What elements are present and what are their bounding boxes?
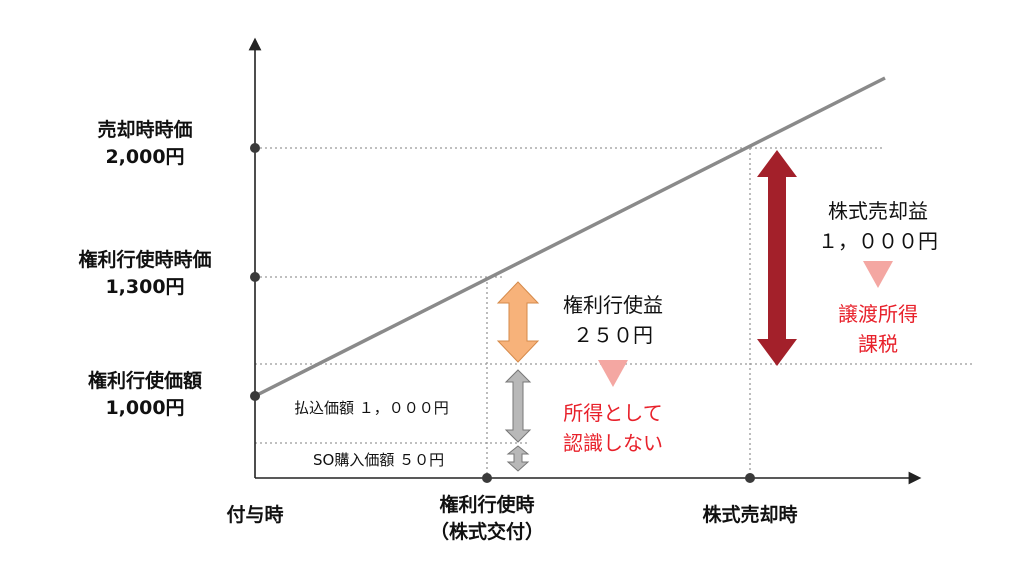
- paid-amount-arrow: [504, 369, 532, 443]
- sale-gain-arrow: [757, 150, 797, 366]
- y-label-exercise-price: 権利行使時時価 1,300円: [45, 247, 245, 301]
- y-label-exercise-price-value: 1,300円: [105, 276, 185, 298]
- exercise-gain-value: ２５０円: [573, 323, 653, 347]
- exercise-gain-title: 権利行使益: [563, 293, 663, 317]
- sale-gain-title: 株式売却益: [828, 199, 928, 223]
- y-dot-strike-price: [250, 391, 260, 401]
- x-label-exercise-title: 権利行使時: [439, 494, 535, 516]
- x-label-sale: 株式売却時: [702, 504, 798, 526]
- y-label-sale-price-value: 2,000円: [105, 146, 185, 168]
- exercise-gain-note: 権利行使益 ２５０円: [513, 290, 713, 350]
- y-label-strike-price-value: 1,000円: [105, 397, 185, 419]
- tax-note: 譲渡所得 課税: [778, 299, 978, 359]
- y-dot-exercise-price: [250, 272, 260, 282]
- y-label-sale-price-title: 売却時時価: [97, 119, 193, 141]
- x-label-grant: 付与時: [226, 504, 284, 526]
- sale-gain-value: １，０００円: [818, 229, 938, 253]
- x-label-exercise: 権利行使時 （株式交付）: [377, 492, 597, 546]
- y-label-strike-price: 権利行使価額 1,000円: [45, 368, 245, 422]
- tax-line2: 課税: [858, 332, 898, 356]
- exercise-gain-arrow: [496, 281, 540, 363]
- sale-gain-triangle: [863, 261, 893, 288]
- tax-line1: 譲渡所得: [838, 302, 918, 326]
- y-label-sale-price: 売却時時価 2,000円: [45, 117, 245, 171]
- so-purchase-arrow: [506, 445, 530, 472]
- not-recognized-line1: 所得として: [563, 401, 663, 425]
- y-label-exercise-price-title: 権利行使時時価: [78, 249, 212, 271]
- so-purchase-label: SO購入価額 ５０円: [313, 451, 445, 469]
- x-dot-sale: [745, 473, 755, 483]
- exercise-gain-triangle: [598, 360, 628, 387]
- x-dot-exercise: [482, 473, 492, 483]
- not-recognized-line2: 認識しない: [563, 431, 663, 455]
- sale-gain-note: 株式売却益 １，０００円: [778, 196, 978, 256]
- paid-amount-label: 払込価額 １，０００円: [294, 399, 449, 417]
- y-dot-sale-price: [250, 143, 260, 153]
- not-recognized-note: 所得として 認識しない: [513, 398, 713, 458]
- stock-price-line: [254, 76, 886, 398]
- y-label-strike-price-title: 権利行使価額: [87, 370, 202, 392]
- x-label-exercise-subtitle: （株式交付）: [429, 521, 544, 543]
